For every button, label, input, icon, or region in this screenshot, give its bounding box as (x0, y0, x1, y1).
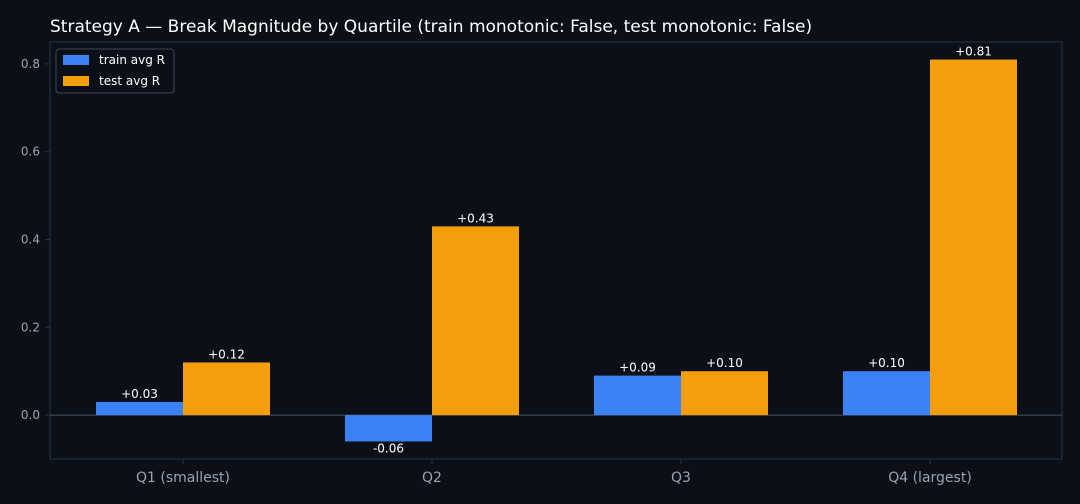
plot-area (49, 41, 1063, 460)
y-tick-label: 0.8 (21, 57, 40, 71)
y-tick-label: 0.0 (21, 408, 40, 422)
data-label-train-q1: +0.03 (121, 387, 158, 401)
data-label-train-q3: +0.09 (619, 361, 656, 375)
data-label-test-q1: +0.12 (208, 347, 245, 361)
y-tick-label: 0.2 (21, 320, 40, 334)
data-label-test-q2: +0.43 (457, 211, 494, 225)
x-tick-label: Q3 (671, 470, 691, 486)
x-tick-label: Q1 (smallest) (136, 470, 230, 486)
bar-test-q4 (930, 59, 1017, 416)
bar-test-q2 (432, 226, 519, 416)
data-label-train-q2: -0.06 (373, 441, 404, 455)
bar-test-q1 (183, 362, 270, 416)
data-labels: +0.03 +0.12 -0.06 +0.43 +0.09 +0.10 +0.10 +0.81 (121, 45, 992, 456)
y-tick-label: 0.6 (21, 145, 40, 159)
bars (96, 59, 1017, 442)
bar-test-q3 (681, 371, 768, 416)
legend-swatch-train (63, 55, 89, 65)
legend: train avg R test avg R (55, 48, 175, 94)
bar-train-q2 (345, 415, 432, 442)
legend-swatch-test (63, 76, 89, 86)
data-label-test-q4: +0.81 (955, 45, 992, 59)
data-label-train-q4: +0.10 (868, 356, 905, 370)
bar-train-q1 (96, 401, 183, 416)
chart-title: Strategy A — Break Magnitude by Quartile… (50, 17, 812, 37)
x-axis: Q1 (smallest) Q2 Q3 Q4 (largest) (136, 459, 972, 486)
legend-label-test: test avg R (99, 74, 160, 88)
legend-label-train: train avg R (99, 53, 165, 67)
x-tick-label: Q4 (largest) (888, 470, 972, 486)
bar-train-q4 (843, 371, 930, 416)
x-tick-label: Q2 (422, 470, 442, 486)
bar-train-q3 (594, 375, 681, 416)
y-tick-label: 0.4 (21, 233, 40, 247)
y-axis: 0.0 0.2 0.4 0.6 0.8 (21, 57, 50, 422)
data-label-test-q3: +0.10 (706, 356, 743, 370)
